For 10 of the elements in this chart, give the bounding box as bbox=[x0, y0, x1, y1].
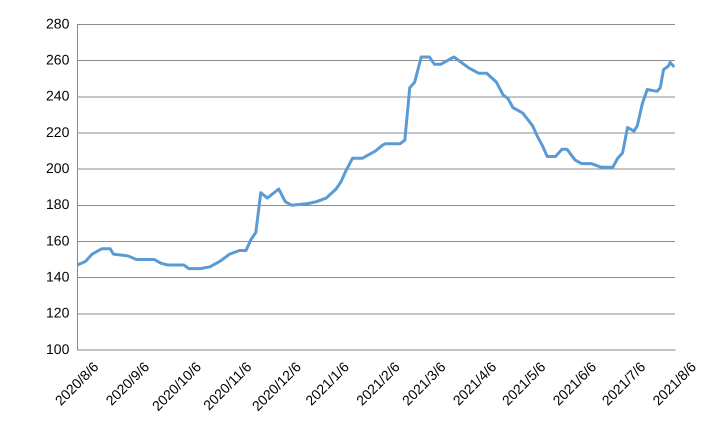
y-tick-label: 260 bbox=[46, 51, 70, 68]
y-tick-label: 280 bbox=[46, 15, 70, 32]
y-tick-label: 240 bbox=[46, 88, 70, 104]
y-tick-label: 200 bbox=[46, 160, 70, 176]
y-tick-label: 120 bbox=[46, 304, 70, 321]
y-tick-label: 220 bbox=[46, 124, 70, 140]
y-tick-label: 160 bbox=[46, 232, 70, 248]
y-tick-label: 180 bbox=[46, 196, 70, 212]
y-tick-label: 100 bbox=[46, 340, 70, 357]
y-tick-label: 140 bbox=[46, 268, 70, 285]
